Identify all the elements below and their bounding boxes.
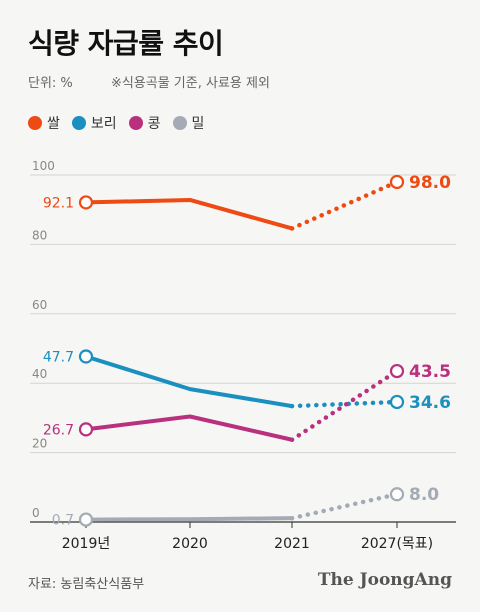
legend-swatch	[172, 116, 187, 130]
series-line-1	[84, 354, 294, 409]
y-tick-label: 100	[32, 159, 55, 173]
unit-label: 단위: %	[28, 76, 73, 91]
series-line-0	[84, 197, 294, 231]
x-tick-label: 2021	[274, 536, 310, 552]
legend-swatch	[71, 116, 86, 130]
y-tick-label: 80	[32, 228, 47, 242]
data-label-start: 92.1	[43, 195, 74, 211]
legend-label: 보리	[90, 116, 117, 132]
source-credit: 자료: 농림축산식품부	[28, 577, 145, 592]
legend-swatch	[28, 116, 42, 130]
line-chart: 0 20 40 60 80 100 2019년 2020 2021 2027(목표) 0.7 8.0 4…	[30, 159, 456, 552]
y-tick-label: 60	[32, 298, 47, 312]
legend-item-wheat: 밀	[172, 113, 205, 133]
series-projection-0	[289, 179, 400, 231]
data-point	[78, 349, 94, 364]
data-label-end: 8.0	[409, 485, 439, 505]
data-point	[78, 512, 94, 527]
data-label-start: 47.7	[43, 349, 74, 365]
data-label-start: 0.7	[52, 513, 74, 529]
series-projection-1	[289, 399, 400, 409]
data-label-end: 98.0	[409, 173, 451, 193]
x-tick-label: 2020	[172, 536, 208, 552]
data-point	[389, 487, 405, 502]
legend-item-barley: 보리	[71, 113, 117, 133]
series-projection-2	[289, 368, 400, 443]
page-title: 식량 자급률 추이	[28, 27, 224, 60]
y-tick-label: 40	[32, 367, 47, 381]
legend: 쌀 보리 콩 밀	[28, 113, 204, 133]
scope-note: ※식용곡물 기준, 사료용 제외	[110, 76, 270, 91]
legend-item-rice: 쌀	[28, 113, 60, 133]
data-point	[78, 422, 94, 437]
legend-label: 쌀	[47, 116, 60, 132]
brand-logo: The JoongAng	[317, 570, 452, 590]
x-tick-label: 2019년	[62, 536, 111, 552]
data-point	[389, 174, 405, 190]
legend-label: 콩	[147, 116, 161, 132]
data-point	[78, 195, 94, 210]
legend-label: 밀	[191, 116, 205, 132]
data-label-end: 43.5	[409, 362, 451, 382]
data-label-start: 26.7	[43, 422, 74, 438]
subtitle: 단위: % ※식용곡물 기준, 사료용 제외	[28, 72, 270, 91]
legend-item-soybean: 콩	[128, 113, 161, 133]
data-label-end: 34.6	[409, 393, 451, 413]
y-tick-label: 0	[32, 506, 40, 520]
x-tick-label: 2027(목표)	[361, 536, 433, 552]
data-point	[389, 394, 405, 410]
series-line-3	[84, 516, 294, 522]
data-point	[389, 363, 405, 379]
series-projection-3	[289, 491, 400, 521]
y-tick-label: 20	[32, 437, 47, 451]
series-line-2	[84, 414, 294, 442]
legend-swatch	[128, 116, 143, 130]
